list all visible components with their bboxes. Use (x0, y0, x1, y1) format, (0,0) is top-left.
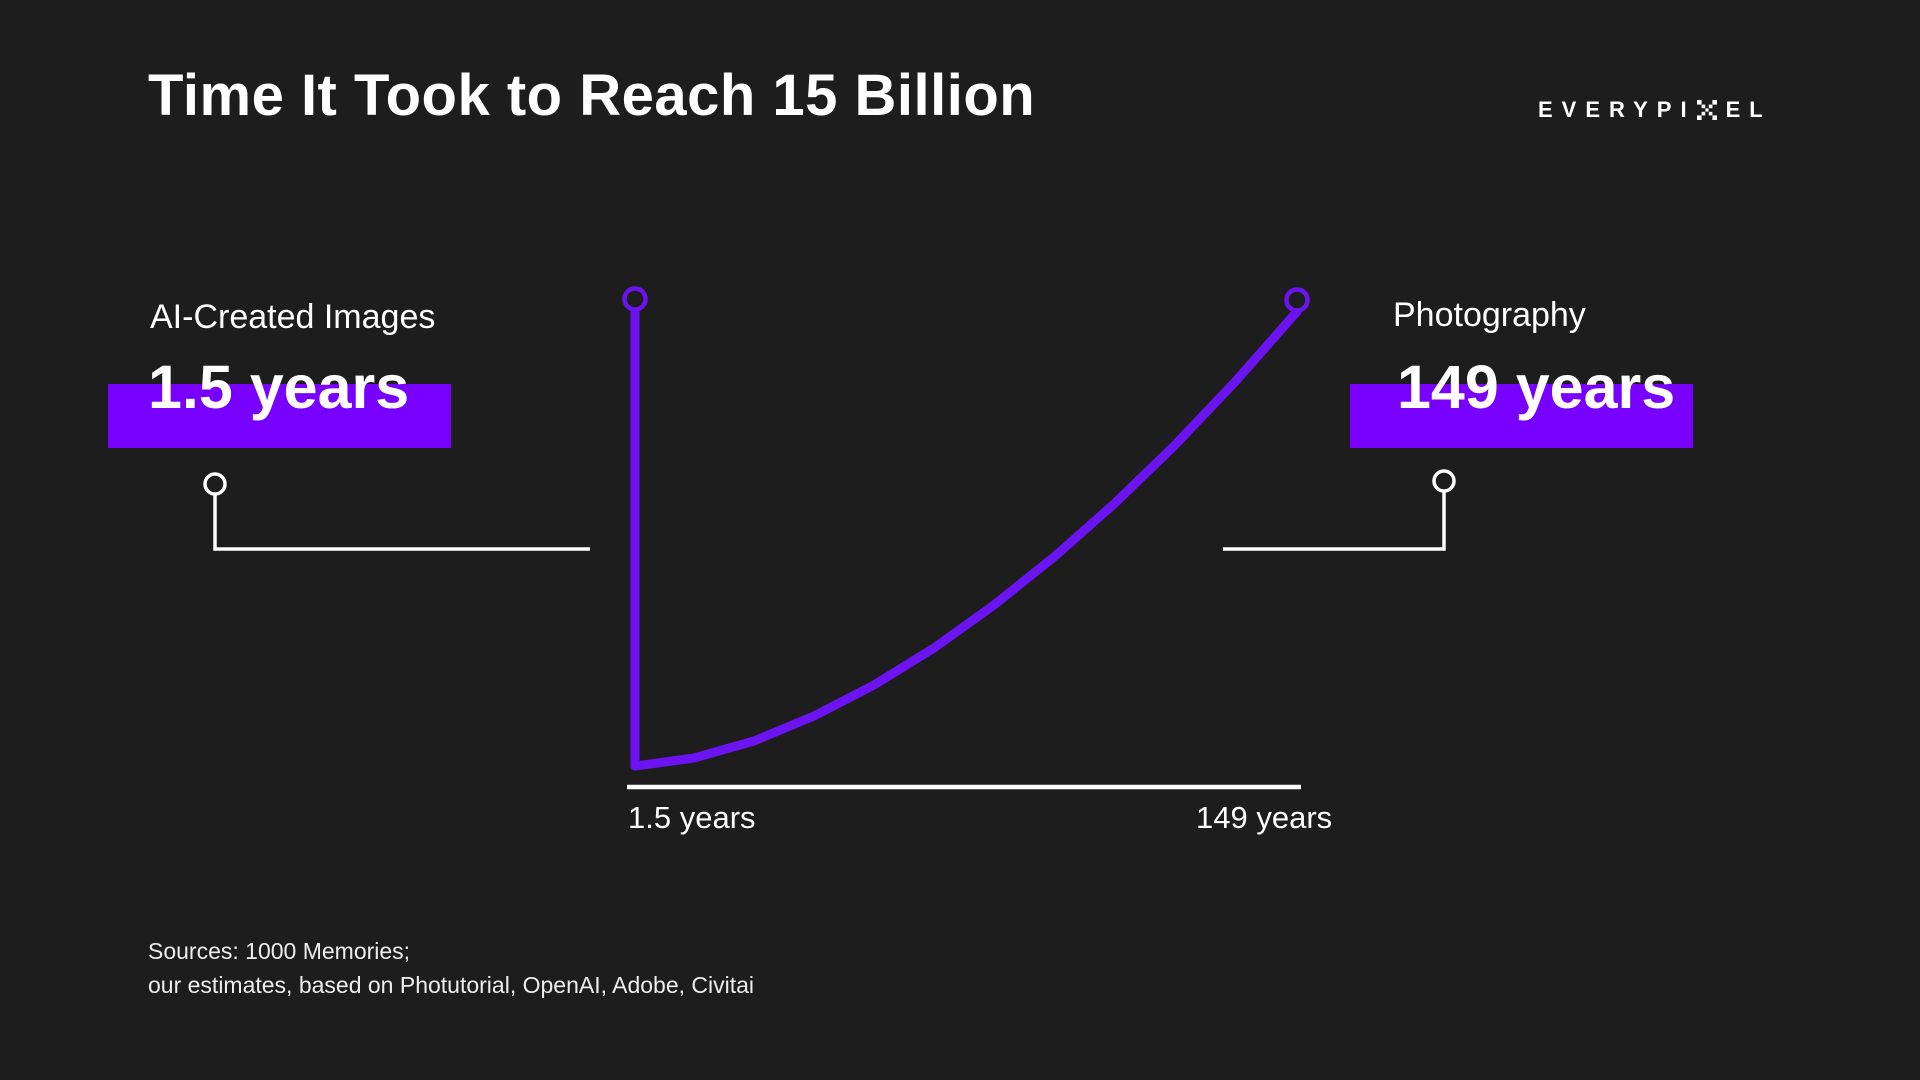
everypixel-logo: EVERYPI EL (1538, 97, 1772, 123)
sources-note: Sources: 1000 Memories; our estimates, b… (148, 934, 754, 1002)
ai-callout-line (213, 494, 590, 551)
photography-callout-circle (1432, 469, 1456, 493)
photography-callout-line (1223, 491, 1446, 551)
sources-line-1: Sources: 1000 Memories; (148, 938, 411, 964)
ai-highlight-bar (108, 384, 451, 448)
logo-text-right: EL (1725, 97, 1772, 122)
logo-text-left: EVERYPI (1538, 97, 1696, 122)
x-axis-label-right: 149 years (1196, 800, 1333, 835)
pixel-x-icon (1696, 100, 1717, 120)
photography-category-label: Photography (1393, 296, 1586, 334)
sources-line-2: our estimates, based on Photutorial, Ope… (148, 972, 755, 998)
page-title: Time It Took to Reach 15 Billion (148, 63, 1036, 128)
photography-highlight-bar (1350, 384, 1693, 448)
ai-marker-circle (622, 286, 648, 312)
ai-category-label: AI-Created Images (150, 298, 436, 336)
ai-value: 1.5 years (148, 353, 410, 421)
photography-curve (630, 307, 1302, 771)
ai-callout-circle (203, 472, 227, 496)
photography-marker-circle (1284, 287, 1310, 313)
photography-value: 149 years (1397, 353, 1676, 421)
x-axis-label-left: 1.5 years (628, 800, 756, 835)
